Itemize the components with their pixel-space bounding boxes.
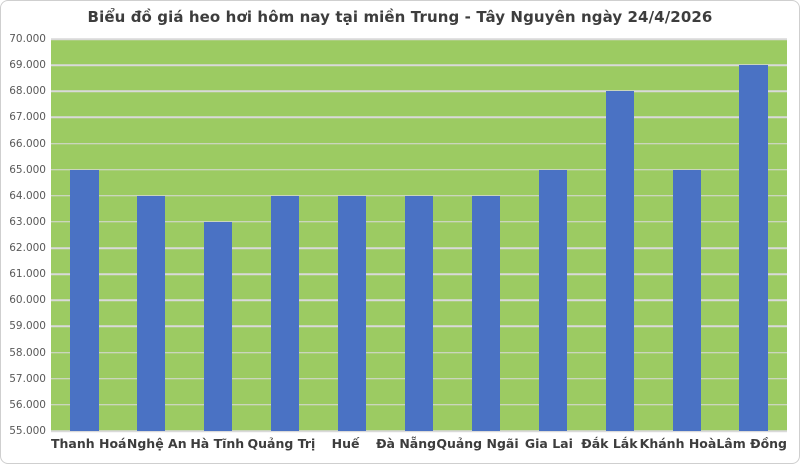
x-tick-label: Nghệ An: [126, 436, 187, 451]
y-tick-label: 64.000: [9, 189, 46, 202]
bar-Hà Tĩnh: [204, 221, 233, 431]
bar-Gia Lai: [538, 169, 567, 431]
y-tick-label: 58.000: [9, 346, 46, 359]
x-tick-label: Lâm Đồng: [716, 436, 787, 451]
bar-slot: [252, 39, 319, 431]
bar-Đắk Lắk: [605, 91, 634, 431]
y-tick-label: 60.000: [9, 294, 46, 307]
x-tick-label: Quảng Trị: [247, 436, 316, 451]
bar-slot: [51, 39, 118, 431]
bar-slot: [118, 39, 185, 431]
x-tick-label: Khánh Hoà: [639, 436, 717, 451]
bar-slot: [720, 39, 787, 431]
y-tick-label: 63.000: [9, 215, 46, 228]
bar-slot: [586, 39, 653, 431]
gridline: [51, 168, 787, 171]
bar-Lâm Đồng: [739, 65, 768, 431]
x-tick-label: Hà Tĩnh: [190, 436, 245, 451]
gridline: [51, 116, 787, 119]
bar-slot: [653, 39, 720, 431]
y-tick-label: 66.000: [9, 137, 46, 150]
x-tick-label: Thanh Hoá: [51, 436, 127, 451]
y-tick-label: 61.000: [9, 268, 46, 281]
bar-slot: [519, 39, 586, 431]
y-tick-label: 56.000: [9, 398, 46, 411]
y-tick-label: 55.000: [9, 425, 46, 437]
x-tick-label: Gia Lai: [524, 436, 573, 451]
bars-layer: [51, 39, 787, 431]
gridline: [51, 195, 787, 197]
gridline: [51, 430, 787, 432]
chart-title: Biểu đồ giá heo hơi hôm nay tại miền Tru…: [87, 8, 713, 26]
y-tick-label: 57.000: [9, 372, 46, 385]
bar-Thanh Hoá: [70, 169, 99, 431]
y-tick-label: 67.000: [9, 111, 46, 124]
bar-slot: [386, 39, 453, 431]
bar-Huế: [338, 195, 367, 431]
gridline: [51, 142, 787, 145]
bar-slot: [452, 39, 519, 431]
y-tick-label: 59.000: [9, 320, 46, 333]
x-tick-label: Đắk Lắk: [581, 436, 638, 451]
y-axis: 70.000 69.000 68.000 67.000 66.000 65.000 64.0…: [1, 33, 46, 437]
y-tick-label: 68.000: [9, 85, 46, 98]
bar-Quảng Trị: [271, 195, 300, 431]
bar-Quảng Ngãi: [471, 195, 500, 431]
gridline: [51, 38, 787, 40]
bar-Đà Nẵng: [404, 195, 434, 431]
gridline: [51, 90, 787, 93]
x-tick-label: Đà Nẵng: [376, 436, 437, 451]
y-tick-label: 70.000: [9, 33, 46, 45]
y-tick-label: 62.000: [9, 242, 46, 255]
y-tick-label: 69.000: [9, 59, 46, 72]
bar-slot: [185, 39, 252, 431]
bar-Nghệ An: [137, 195, 166, 431]
x-tick-label: Quảng Ngãi: [436, 436, 519, 451]
x-tick-label: Huế: [331, 436, 360, 451]
plot-area: [51, 38, 787, 432]
x-axis: Thanh Hoá Nghệ An Hà Tĩnh Quảng Trị Huế Đà Nẵ…: [51, 436, 787, 451]
bar-slot: [319, 39, 386, 431]
y-tick-label: 65.000: [9, 163, 46, 176]
bar-Khánh Hoà: [672, 169, 701, 431]
gridline: [51, 64, 787, 66]
